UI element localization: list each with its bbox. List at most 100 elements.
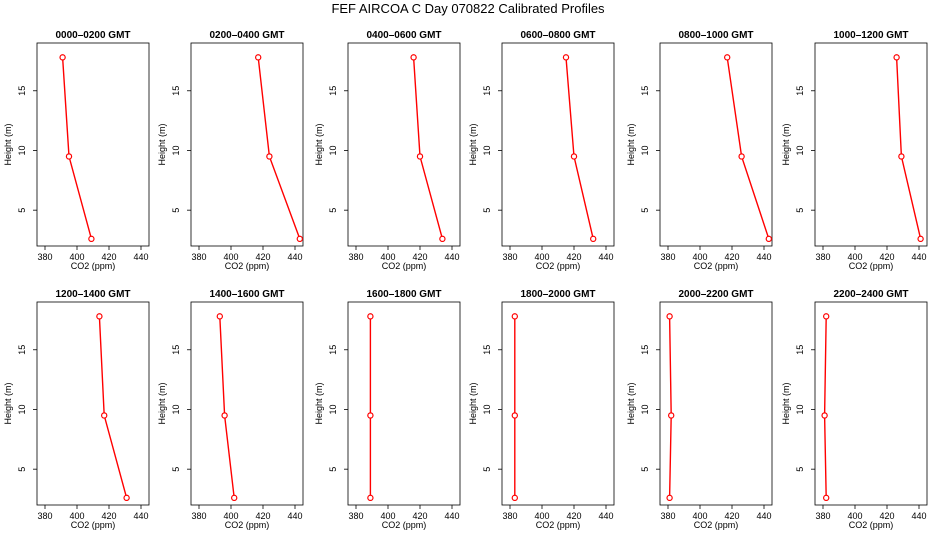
data-point	[562, 54, 570, 61]
panel-title: 1800–2000 GMT	[520, 289, 595, 300]
y-tick-label: 15	[328, 345, 338, 355]
data-point	[367, 313, 374, 320]
x-tick-label: 420	[724, 252, 739, 262]
plot-frame	[814, 301, 928, 506]
data-point	[88, 235, 95, 243]
data-point	[511, 494, 519, 502]
data-point	[367, 494, 374, 502]
data-point	[724, 54, 731, 61]
y-tick-label: 5	[640, 208, 650, 213]
panel-7: 1400–1600 GMT 380 400 420 440 5 10 15 CO2 (ppm) H…	[157, 289, 304, 530]
data-point	[765, 235, 773, 243]
x-tick-label: 440	[598, 511, 613, 521]
panel-2: 0400–0600 GMT 380 400 420 440 5 10 15 CO2 (ppm) H…	[314, 30, 461, 271]
panel-title: 1600–1800 GMT	[366, 289, 441, 300]
y-tick-label: 10	[482, 404, 492, 414]
x-tick-label: 380	[502, 252, 517, 262]
x-tick-label: 440	[911, 252, 926, 262]
y-tick-label: 10	[171, 404, 181, 414]
profile-line	[98, 316, 128, 499]
plot-frame	[659, 42, 773, 247]
data-point	[410, 54, 417, 61]
x-axis-label: CO2 (ppm)	[694, 261, 739, 271]
x-tick-label: 400	[847, 252, 862, 262]
y-tick-label: 5	[171, 467, 181, 472]
x-tick-label: 420	[412, 252, 427, 262]
panel-5: 1000–1200 GMT 380 400 420 440 5 10 15 CO2 (ppm) H…	[781, 30, 928, 271]
y-tick-label: 15	[482, 86, 492, 96]
data-point	[666, 313, 673, 320]
x-tick-label: 420	[101, 252, 116, 262]
x-axis-label: CO2 (ppm)	[71, 261, 116, 271]
data-point	[823, 494, 830, 502]
x-tick-label: 400	[692, 511, 707, 521]
x-tick-label: 420	[255, 252, 270, 262]
panel-title: 0600–0800 GMT	[520, 30, 595, 41]
profile-line	[726, 57, 770, 240]
x-tick-label: 400	[380, 511, 395, 521]
data-point	[666, 494, 673, 502]
panel-title: 0200–0400 GMT	[209, 30, 284, 41]
y-axis-label: Height (m)	[781, 123, 791, 165]
panel-10: 2000–2200 GMT 380 400 420 440 5 10 15 CO2 (ppm) H…	[626, 289, 773, 530]
x-tick-label: 400	[380, 252, 395, 262]
data-point	[266, 153, 273, 160]
data-point	[893, 54, 900, 61]
y-tick-label: 5	[328, 467, 338, 472]
y-tick-label: 15	[171, 345, 181, 355]
panel-8: 1600–1800 GMT 380 400 420 440 5 10 15 CO2 (ppm) H…	[314, 289, 461, 530]
data-point	[123, 494, 130, 502]
y-tick-label: 10	[640, 404, 650, 414]
y-axis-label: Height (m)	[3, 382, 13, 424]
y-tick-label: 10	[640, 145, 650, 155]
x-tick-label: 420	[566, 252, 581, 262]
data-point	[367, 412, 374, 419]
data-point	[100, 412, 108, 419]
x-tick-label: 380	[348, 252, 363, 262]
data-point	[416, 153, 424, 160]
y-tick-label: 15	[17, 86, 27, 96]
x-tick-label: 380	[660, 511, 675, 521]
plot-frame	[347, 301, 461, 506]
x-tick-label: 380	[37, 511, 52, 521]
y-axis-label: Height (m)	[626, 382, 636, 424]
y-axis-label: Height (m)	[157, 382, 167, 424]
y-tick-label: 5	[795, 208, 805, 213]
data-point	[221, 412, 228, 419]
x-tick-label: 380	[502, 511, 517, 521]
x-tick-label: 420	[724, 511, 739, 521]
x-tick-label: 440	[444, 252, 459, 262]
x-axis-label: CO2 (ppm)	[225, 261, 270, 271]
x-tick-label: 420	[412, 511, 427, 521]
plot-frame	[36, 301, 150, 506]
profile-line	[257, 57, 301, 240]
y-tick-label: 10	[482, 145, 492, 155]
plot-frame	[190, 301, 304, 506]
y-tick-label: 10	[795, 145, 805, 155]
x-tick-label: 440	[911, 511, 926, 521]
y-axis-label: Height (m)	[626, 123, 636, 165]
data-point	[255, 54, 262, 61]
y-tick-label: 5	[482, 467, 492, 472]
panel-title: 2000–2200 GMT	[678, 289, 753, 300]
y-tick-label: 10	[795, 404, 805, 414]
y-tick-label: 5	[328, 208, 338, 213]
x-axis-label: CO2 (ppm)	[849, 520, 894, 530]
y-tick-label: 10	[17, 145, 27, 155]
x-axis-label: CO2 (ppm)	[536, 261, 581, 271]
panel-title: 1000–1200 GMT	[833, 30, 908, 41]
data-point	[898, 153, 905, 160]
x-tick-label: 380	[660, 252, 675, 262]
x-tick-label: 420	[101, 511, 116, 521]
profile-line	[565, 57, 594, 239]
plot-frame	[347, 42, 461, 247]
y-tick-label: 15	[171, 86, 181, 96]
x-axis-label: CO2 (ppm)	[225, 520, 270, 530]
panel-title: 0000–0200 GMT	[55, 30, 130, 41]
y-tick-label: 5	[482, 208, 492, 213]
data-point	[738, 153, 745, 160]
data-point	[917, 235, 924, 243]
x-tick-label: 380	[815, 511, 830, 521]
x-axis-label: CO2 (ppm)	[382, 261, 427, 271]
y-axis-label: Height (m)	[314, 123, 324, 165]
